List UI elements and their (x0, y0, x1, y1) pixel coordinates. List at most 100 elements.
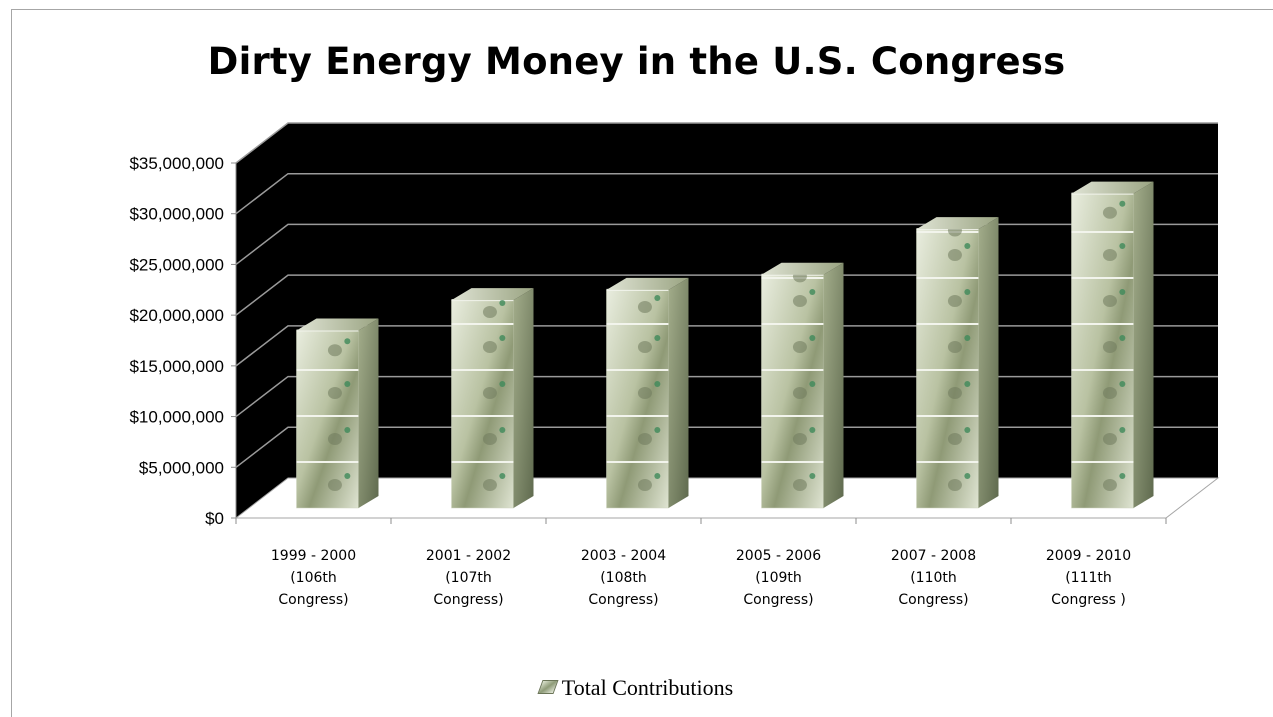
back-wall (288, 123, 1218, 478)
bill-portrait (327, 344, 342, 357)
gridline (235, 375, 1218, 418)
bill-seal (499, 335, 506, 341)
bar-front (606, 289, 669, 509)
bill-seal (344, 381, 351, 387)
gridline (235, 172, 1218, 215)
x-tick-label: 2005 - 2006 (109th Congress) (736, 548, 821, 608)
bill-seal (654, 381, 661, 387)
bill-portrait (792, 387, 807, 399)
y-tick-label: $20,000,000 (129, 306, 224, 325)
bill-seal (809, 473, 816, 479)
bill-seal (499, 381, 506, 387)
bar-top (761, 262, 844, 275)
bill-portrait (1102, 341, 1117, 353)
gridline (235, 426, 1218, 468)
bill-portrait (947, 295, 962, 307)
bill-portrait (1102, 387, 1117, 399)
bill-seal (654, 335, 661, 341)
gridlines (235, 122, 1218, 468)
bill-portrait (482, 306, 497, 319)
bill-portrait (1102, 206, 1117, 219)
y-tick-label: $25,000,000 (129, 255, 224, 274)
gridline (235, 223, 1218, 266)
bar-top (606, 277, 689, 290)
bill-seal (654, 473, 661, 479)
y-tick-label: $15,000,000 (129, 357, 224, 376)
bill-seal (344, 338, 351, 345)
bill-portrait (947, 479, 962, 491)
bill-portrait (327, 479, 342, 491)
gridline (235, 122, 1218, 164)
bill-portrait (637, 300, 652, 313)
bill-portrait (947, 249, 962, 261)
x-tick-label: 2007 - 2008 (110th Congress) (891, 548, 976, 608)
bill-portrait (792, 341, 807, 353)
bar (916, 217, 999, 509)
bill-portrait (482, 341, 497, 353)
bill-seal (499, 427, 506, 433)
bill-seal (1119, 335, 1126, 341)
side-wall (236, 123, 288, 518)
floor (234, 477, 1220, 519)
bill-portrait (947, 433, 962, 445)
bar (296, 318, 379, 509)
bar-top (451, 288, 534, 301)
bar-side (668, 277, 689, 508)
bill-portrait (1102, 295, 1117, 307)
bar-side (1133, 181, 1154, 509)
bar-side (513, 288, 534, 508)
bar-front (761, 274, 824, 509)
bill-seal (809, 427, 816, 433)
bill-portrait (637, 387, 652, 399)
bar-side (358, 318, 379, 508)
bar-front (916, 228, 979, 509)
x-tick-label: 2001 - 2002 (107th Congress) (426, 548, 511, 608)
y-tick-label: $5,000,000 (139, 458, 224, 477)
bill-seal (344, 473, 351, 479)
bar-side (978, 217, 999, 509)
bill-seal (964, 381, 971, 387)
legend-label: Total Contributions (561, 675, 734, 700)
bar-side (823, 262, 844, 508)
bill-portrait (482, 433, 497, 445)
bill-portrait (327, 433, 342, 445)
bill-seal (1119, 381, 1126, 387)
bill-seal (964, 335, 971, 341)
bill-seal (964, 473, 971, 479)
bill-seal (344, 427, 351, 433)
y-tick-label: $35,000,000 (129, 154, 224, 173)
bar-top (296, 318, 379, 331)
y-tick-label: $0 (205, 509, 224, 528)
x-axis: 1999 - 2000 (106th Congress) 2001 - 2002 (10… (235, 518, 1167, 608)
bar-front (1071, 193, 1134, 509)
bill-seal (1119, 289, 1126, 295)
bill-seal (1119, 243, 1126, 249)
bar (606, 277, 689, 509)
bill-seal (654, 294, 661, 301)
bill-seal (964, 427, 971, 433)
y-tick-label: $30,000,000 (129, 205, 224, 224)
chart-walls (234, 123, 1220, 519)
bill-portrait (482, 479, 497, 491)
bill-portrait (947, 387, 962, 399)
bill-seal (964, 289, 971, 295)
bill-seal (809, 335, 816, 341)
bar-front (296, 330, 359, 509)
bar (451, 288, 534, 509)
bill-portrait (947, 341, 962, 353)
bill-seal (499, 473, 506, 479)
bar (1071, 181, 1154, 509)
gridline (235, 325, 1218, 367)
y-axis: $0 $5,000,000 $10,000,000 $15,000,000 $20,00… (129, 154, 237, 528)
bill-portrait (327, 387, 342, 399)
bill-seal (1119, 200, 1126, 207)
bill-portrait (637, 341, 652, 353)
bar (761, 262, 844, 509)
bill-portrait (792, 433, 807, 445)
bill-seal (809, 289, 816, 295)
chart-title: Dirty Energy Money in the U.S. Congress (207, 40, 1066, 83)
bill-portrait (637, 433, 652, 445)
bar-series-total-contributions (296, 181, 1154, 509)
bill-portrait (792, 295, 807, 307)
